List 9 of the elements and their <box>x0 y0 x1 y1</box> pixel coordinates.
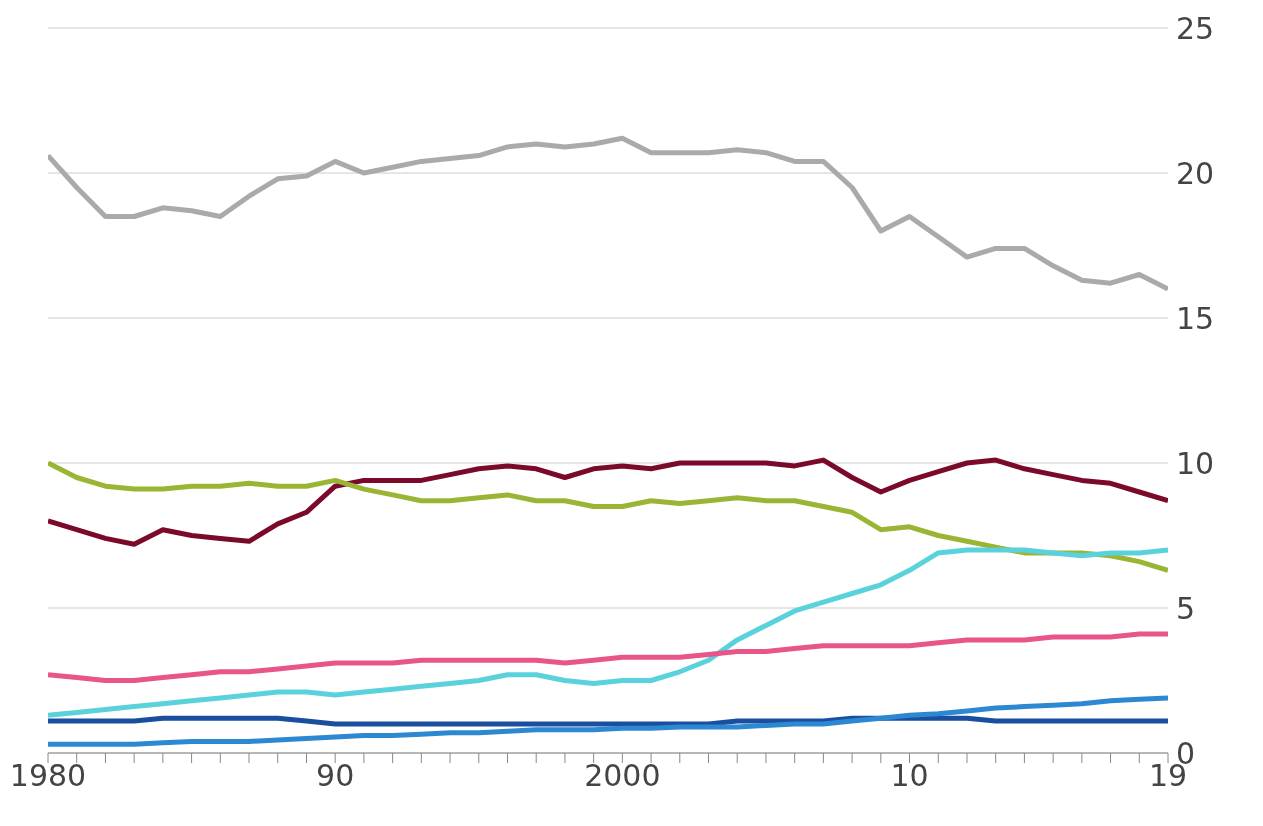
x-tick-label: 2000 <box>584 758 661 794</box>
y-tick-label: 20 <box>1176 155 1215 191</box>
x-tick-label: 10 <box>890 758 929 794</box>
y-tick-label: 15 <box>1176 300 1215 336</box>
x-tick-label: 90 <box>316 758 355 794</box>
y-tick-label: 5 <box>1176 590 1196 626</box>
y-tick-label: 25 <box>1176 10 1215 46</box>
y-tick-label: 10 <box>1176 445 1215 481</box>
x-tick-label: 1980 <box>9 758 87 794</box>
